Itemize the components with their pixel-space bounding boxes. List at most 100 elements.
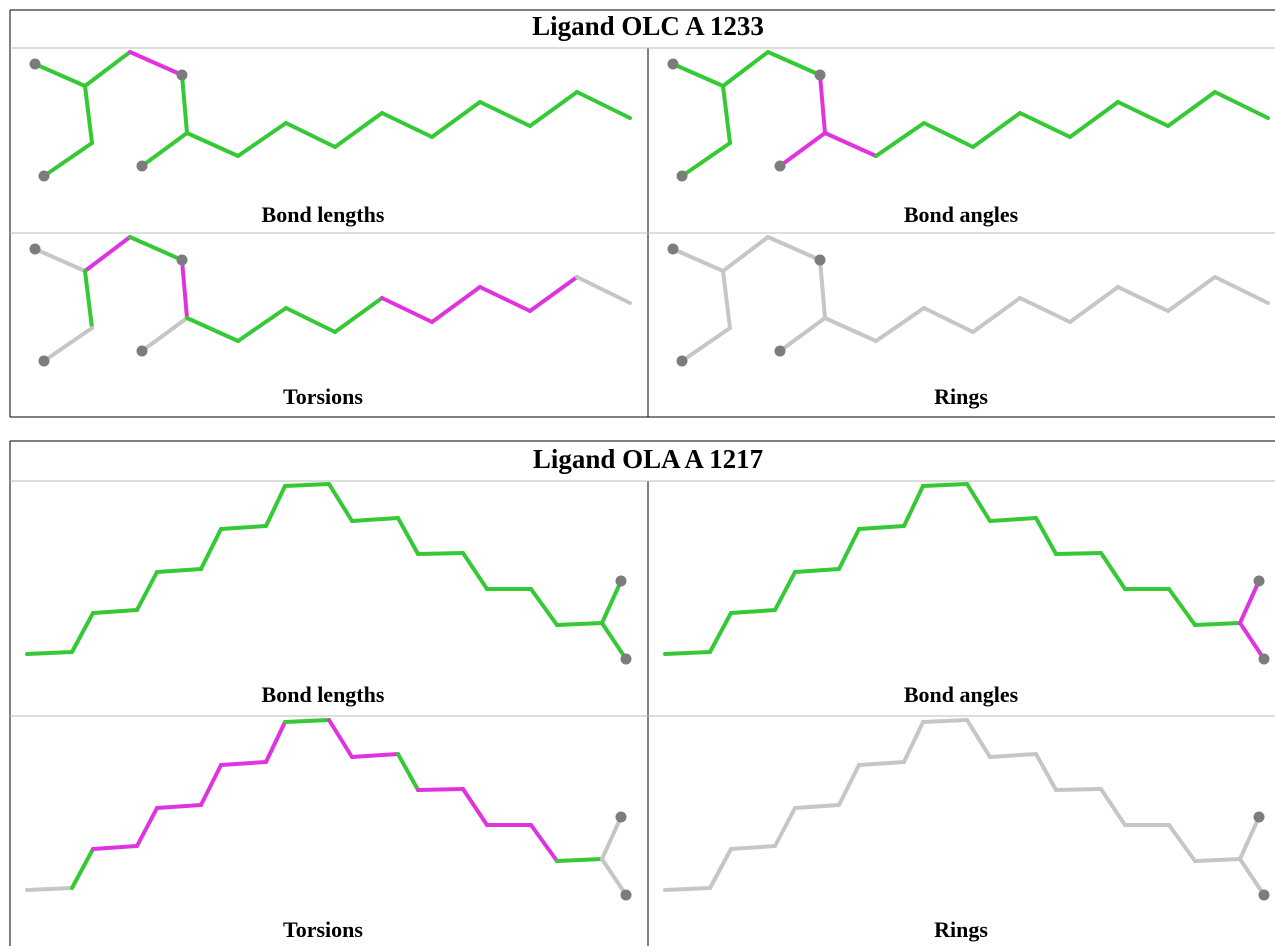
bond xyxy=(530,92,577,126)
bond xyxy=(1036,754,1056,790)
bond xyxy=(990,518,1036,521)
molecule xyxy=(668,237,1269,367)
bond xyxy=(973,113,1020,147)
bond xyxy=(1020,298,1070,322)
bond xyxy=(382,298,432,322)
panel-caption: Bond angles xyxy=(904,682,1019,707)
atom xyxy=(39,171,50,182)
bond xyxy=(682,143,730,176)
bond xyxy=(201,765,221,805)
atom xyxy=(677,356,688,367)
bond xyxy=(1118,287,1168,311)
bond xyxy=(825,318,876,341)
bond xyxy=(557,859,602,861)
bond xyxy=(1101,789,1125,825)
bond xyxy=(967,484,990,521)
atom xyxy=(616,812,627,823)
bond xyxy=(221,526,266,529)
bond xyxy=(723,271,730,328)
bond xyxy=(238,123,286,156)
bond xyxy=(1118,102,1168,126)
panel-caption: Bond lengths xyxy=(262,202,385,227)
bond xyxy=(531,589,557,625)
atom xyxy=(39,356,50,367)
bond xyxy=(286,123,335,147)
molecule xyxy=(665,484,1270,665)
bond xyxy=(418,553,463,554)
bond xyxy=(768,237,820,260)
bond xyxy=(531,825,557,861)
bond xyxy=(1240,817,1259,859)
bond xyxy=(463,553,487,589)
atom xyxy=(815,70,826,81)
atom xyxy=(1259,654,1270,665)
bond xyxy=(924,308,973,332)
table-title: Ligand OLA A 1217 xyxy=(533,444,763,474)
bond xyxy=(35,249,85,271)
atom xyxy=(1254,576,1265,587)
bond xyxy=(557,623,602,625)
bond xyxy=(775,808,795,846)
molecule xyxy=(27,720,632,901)
bond xyxy=(795,569,839,572)
bond xyxy=(137,572,157,610)
molecule xyxy=(30,237,631,367)
molecule xyxy=(30,52,631,182)
bond xyxy=(85,86,92,143)
bond xyxy=(286,308,335,332)
atom xyxy=(30,59,41,70)
bond xyxy=(398,518,418,554)
bond xyxy=(398,754,418,790)
bond xyxy=(602,817,621,859)
bond xyxy=(780,318,825,351)
atom xyxy=(677,171,688,182)
bond xyxy=(723,52,768,86)
bond xyxy=(1056,553,1101,554)
bond xyxy=(775,572,795,610)
panel-caption: Bond lengths xyxy=(262,682,385,707)
bond xyxy=(44,143,92,176)
bond xyxy=(480,102,530,126)
bond xyxy=(85,52,130,86)
bond xyxy=(27,888,72,890)
bond xyxy=(1240,623,1264,659)
bond xyxy=(795,805,839,808)
bond xyxy=(221,762,266,765)
bond xyxy=(1195,859,1240,861)
bond xyxy=(1070,287,1118,322)
bond xyxy=(731,610,775,613)
table-frame xyxy=(10,441,1275,946)
bond xyxy=(710,613,731,652)
bond xyxy=(859,526,904,529)
atom xyxy=(177,70,188,81)
panel-caption: Rings xyxy=(934,384,988,409)
bond xyxy=(85,271,92,328)
bond xyxy=(723,86,730,143)
atom xyxy=(30,244,41,255)
bond xyxy=(973,298,1020,332)
bond xyxy=(1240,859,1264,895)
molecule xyxy=(668,52,1269,182)
bond xyxy=(602,859,626,895)
bond xyxy=(825,133,876,156)
bond xyxy=(768,52,820,75)
atom xyxy=(775,346,786,357)
bond xyxy=(130,237,182,260)
bond xyxy=(904,486,923,526)
panel-caption: Bond angles xyxy=(904,202,1019,227)
bond xyxy=(187,133,238,156)
bond xyxy=(266,722,285,762)
bond xyxy=(1240,581,1259,623)
atom xyxy=(668,59,679,70)
bond xyxy=(904,722,923,762)
bond xyxy=(187,318,238,341)
bond xyxy=(1056,789,1101,790)
bond xyxy=(820,260,825,318)
bond xyxy=(335,298,382,332)
bond xyxy=(731,846,775,849)
bond xyxy=(839,529,859,569)
bond xyxy=(673,249,723,271)
bond xyxy=(577,92,630,118)
atom xyxy=(775,161,786,172)
atom xyxy=(177,255,188,266)
